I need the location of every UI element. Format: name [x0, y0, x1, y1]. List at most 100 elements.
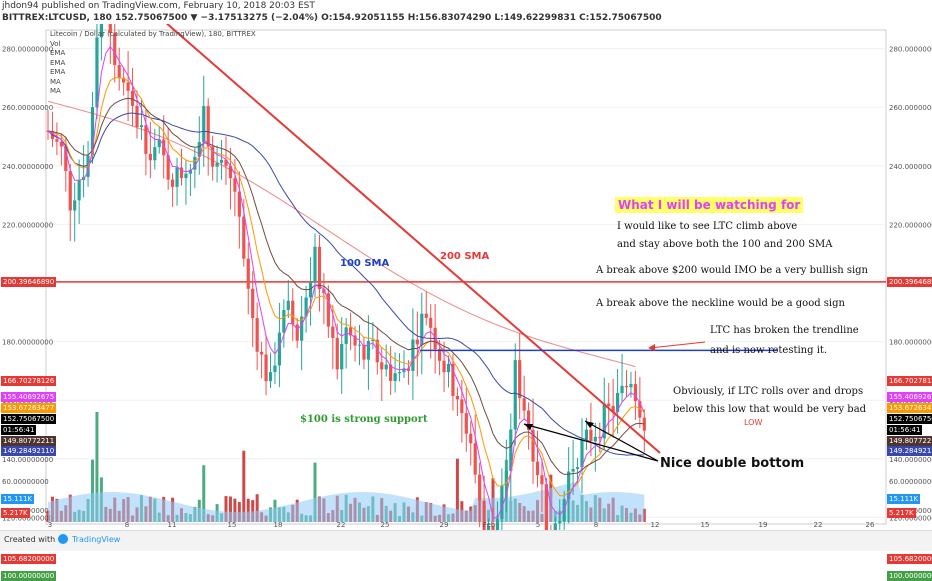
x-tick-label: 12 — [651, 521, 660, 529]
candle-body — [313, 246, 317, 283]
candle-body — [389, 364, 393, 381]
candle-body — [202, 106, 206, 143]
legend-ma-2[interactable]: MA — [50, 87, 61, 95]
price-tag-right: 15.111K — [887, 494, 921, 504]
candle-body — [638, 401, 642, 418]
tradingview-logo-icon[interactable] — [58, 534, 68, 544]
sma-100-line — [47, 112, 645, 456]
y-tick-label-right: 180.00000000 — [889, 339, 932, 347]
volume-bar — [251, 500, 255, 522]
legend-ema-1[interactable]: EMA — [50, 49, 66, 57]
ohlc-text: BITTREX:LTCUSD, 180 152.75067500 ▼ −3.17… — [2, 13, 662, 23]
break-200-note: A break above $200 would IMO be a very b… — [596, 265, 868, 276]
arrowhead-1 — [524, 424, 533, 430]
volume-bar — [228, 496, 232, 522]
watch-title: What I will be watching for — [615, 197, 804, 213]
candle-body — [197, 142, 201, 157]
y-tick-label-left: 260.00000000 — [2, 104, 53, 112]
candle-body — [513, 360, 517, 430]
candle-body — [620, 385, 624, 393]
candle-body — [384, 364, 388, 370]
candle-body — [117, 65, 121, 78]
candle-body — [602, 403, 606, 439]
candle-body — [233, 178, 237, 192]
trendline-note-1: LTC has broken the trendline — [710, 325, 859, 336]
volume-tick-right: 60.00000000 — [889, 478, 932, 486]
candle-body — [527, 410, 531, 431]
candles — [46, 24, 646, 530]
candle-body — [616, 392, 620, 413]
y-tick-label-right: 220.00000000 — [889, 221, 932, 229]
candle-body — [135, 105, 139, 128]
candle-body — [286, 300, 290, 310]
candle-body — [188, 169, 192, 174]
candle-body — [215, 162, 219, 167]
climb-line-1: I would like to see LTC climb above — [617, 221, 798, 232]
price-tag-left: 166.70278126 — [1, 375, 57, 386]
candle-body — [308, 282, 313, 298]
sma-200-line — [47, 100, 636, 368]
candle-body — [509, 429, 513, 471]
y-tick-label-right: 240.00000000 — [889, 163, 932, 171]
volume-bar — [224, 496, 228, 522]
candle-body — [540, 475, 544, 485]
candle-body — [611, 405, 615, 413]
price-tag-left: 200.39646890 — [1, 276, 57, 287]
y-tick-label-left: 140.00000000 — [2, 456, 53, 464]
candle-body — [73, 200, 77, 211]
candle-body — [237, 191, 241, 217]
rollover-note-2: below this low that would be very bad — [673, 404, 867, 415]
candle-body — [326, 293, 330, 327]
candle-body — [473, 443, 477, 475]
legend-ema-3[interactable]: EMA — [50, 68, 66, 76]
price-chart[interactable]: 360.00000000340.00000000320.00000000300.… — [0, 24, 932, 530]
candle-body — [567, 471, 571, 500]
price-tag-left: 149.80772211 — [1, 435, 57, 446]
candle-body — [357, 344, 362, 346]
price-tag-right: 100.00000000 — [887, 571, 932, 581]
tradingview-brand[interactable]: TradingView — [72, 535, 121, 544]
price-tag-left: 01:56:41 — [1, 424, 37, 435]
candle-body — [304, 297, 308, 317]
candle-body — [193, 156, 197, 170]
x-tick-label: 19 — [759, 521, 768, 529]
price-tag-left: 100.00000000 — [1, 571, 57, 581]
volume-bar — [91, 459, 94, 522]
ohlc-line: BITTREX:LTCUSD, 180 152.75067500 ▼ −3.17… — [2, 13, 662, 23]
x-axis: 3 8 11 15 18 22 25 29 Feb 5 8 12 15 19 22 26 — [48, 521, 875, 529]
price-tag-left: 155.40692675 — [1, 392, 57, 403]
candle-body — [166, 155, 170, 180]
candle-body — [139, 125, 144, 128]
legend-ema-2[interactable]: EMA — [50, 58, 66, 67]
price-tag-right: 200.39646890 — [887, 276, 932, 287]
candle-body — [335, 337, 339, 370]
candle-body — [411, 339, 415, 371]
climb-line-2: and stay above both the 100 and 200 SMA — [617, 239, 833, 250]
x-tick-label: 5 — [536, 521, 540, 529]
candle-body — [455, 395, 459, 400]
trendline-note-2: and is now retesting it. — [710, 345, 828, 356]
volume-bar — [455, 458, 459, 522]
candle-body — [99, 24, 103, 38]
publisher-text: jhdon94 published on TradingView.com, Fe… — [2, 1, 315, 11]
y-tick-label-left: 180.00000000 — [2, 339, 53, 347]
candle-body — [291, 300, 295, 325]
legend-ma-1[interactable]: MA — [50, 77, 61, 86]
candle-body — [55, 139, 59, 142]
legend-vol[interactable]: Vol — [50, 39, 61, 48]
candle-body — [429, 317, 433, 328]
price-tag-right: 149.80772211 — [887, 435, 932, 446]
x-tick-label: 8 — [594, 521, 598, 529]
arrow-to-bottom-2 — [584, 420, 659, 462]
arrow-to-bottom-1 — [523, 423, 659, 462]
candle-body — [157, 139, 161, 148]
candle-body — [571, 468, 575, 472]
candle-body — [179, 167, 184, 179]
candle-body — [642, 417, 646, 431]
candle-body — [469, 433, 473, 444]
low-label: LOW — [744, 418, 763, 427]
neckline-note: A break above the neckline would be a go… — [596, 298, 845, 309]
volume-ma-area — [48, 481, 645, 522]
candle-body — [451, 363, 455, 396]
candle-body — [366, 340, 370, 360]
